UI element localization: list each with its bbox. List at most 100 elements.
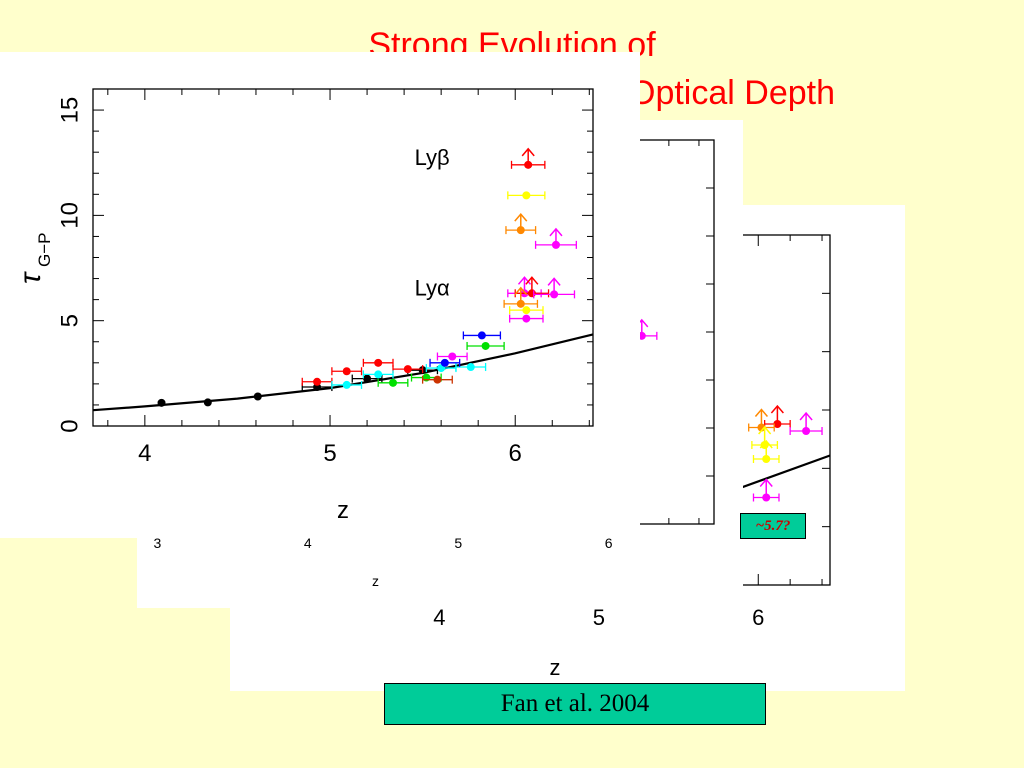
x-tick-label: 5 — [454, 535, 462, 551]
data-point — [157, 398, 166, 407]
x-tick-label: 5 — [323, 440, 336, 467]
data-point — [509, 314, 544, 323]
data-point-marker — [422, 373, 431, 382]
data-point — [421, 375, 453, 384]
lower-limit-arrowhead — [514, 286, 528, 296]
data-point — [763, 404, 791, 428]
lower-limit-arrowhead — [514, 212, 528, 222]
y-axis-label: τ — [14, 271, 47, 284]
data-point — [362, 358, 394, 367]
data-point — [503, 286, 539, 308]
data-point-marker — [342, 380, 351, 389]
data-point — [534, 227, 577, 249]
data-point — [331, 367, 363, 376]
data-point — [351, 374, 383, 383]
data-point — [436, 352, 468, 361]
data-point — [253, 392, 262, 401]
data-point — [392, 365, 424, 374]
data-point — [377, 378, 409, 387]
series-annotation: Lyα — [415, 275, 450, 300]
data-point-marker — [516, 226, 525, 235]
data-point — [203, 398, 212, 407]
lower-limit-arrowhead — [521, 147, 535, 157]
data-point-marker — [527, 289, 536, 298]
data-point — [752, 439, 780, 463]
data-point-marker — [448, 352, 457, 361]
data-point-marker — [762, 455, 771, 463]
series-annotation: Lyβ — [415, 145, 450, 170]
x-axis-label: z — [550, 655, 561, 680]
x-tick-label: 5 — [593, 605, 605, 630]
data-point-marker — [203, 398, 212, 407]
data-point — [429, 358, 461, 367]
data-point-marker — [389, 378, 397, 387]
data-point-marker — [522, 314, 531, 323]
data-point-marker — [524, 160, 533, 169]
model-curve — [92, 333, 594, 412]
data-point-marker — [313, 377, 322, 386]
y-tick-label: 0 — [56, 419, 83, 432]
data-point — [533, 277, 576, 299]
citation-badge: Fan et al. 2004 — [384, 683, 766, 725]
data-point-marker — [374, 370, 383, 379]
x-axis-label: z — [372, 573, 379, 589]
y-axis-label-subscript: G−P — [35, 233, 54, 268]
data-point-marker — [433, 375, 442, 384]
lower-limit-arrowhead — [549, 227, 563, 237]
data-point-marker — [440, 358, 449, 367]
data-point-marker — [522, 191, 531, 200]
data-point — [455, 363, 487, 372]
data-point-marker — [551, 240, 560, 249]
data-point — [462, 331, 502, 340]
chart-front: 4 5 6 0 5 10 15 z τ G−P Lyβ Lyα — [14, 88, 594, 524]
y-tick-label: 15 — [56, 97, 83, 124]
redshift-label-badge: ~5.7? — [740, 513, 806, 539]
lower-limit-arrowhead — [759, 478, 773, 487]
data-point-marker — [363, 374, 372, 383]
x-axis-label: z — [337, 497, 349, 524]
lower-limit-arrowhead — [547, 277, 561, 286]
data-point — [362, 370, 394, 379]
data-point — [509, 306, 544, 315]
data-point-marker — [403, 365, 412, 374]
data-point-marker — [481, 341, 490, 350]
data-point-marker — [550, 290, 559, 299]
data-point-marker — [762, 493, 771, 502]
data-point-marker — [374, 358, 383, 367]
x-tick-label: 4 — [138, 440, 151, 467]
data-point — [505, 212, 537, 235]
data-point — [748, 408, 775, 432]
data-point — [507, 191, 546, 200]
lower-limit-arrowhead — [525, 276, 539, 285]
chart-panel-front: 4 5 6 0 5 10 15 z τ G−P Lyβ Lyα — [0, 52, 640, 538]
data-point-marker — [773, 420, 782, 428]
y-tick-label: 10 — [56, 202, 83, 229]
y-tick-label: 5 — [56, 314, 83, 327]
x-tick-label: 6 — [752, 605, 764, 630]
lower-limit-arrowhead — [770, 404, 784, 414]
lower-limit-arrowhead — [759, 439, 773, 449]
data-point-marker — [477, 331, 486, 340]
data-point-marker — [157, 398, 166, 407]
lower-limit-arrowhead — [754, 408, 769, 417]
data-point-marker — [522, 306, 531, 315]
data-point-marker — [802, 427, 811, 435]
data-point — [752, 478, 780, 502]
x-tick-label: 6 — [509, 440, 522, 467]
data-point-marker — [253, 392, 262, 401]
data-point — [510, 147, 546, 169]
data-point — [331, 380, 363, 389]
plot-frame — [92, 88, 594, 427]
x-tick-label: 3 — [153, 535, 161, 551]
x-tick-label: 6 — [605, 535, 613, 551]
data-point — [789, 411, 823, 435]
x-tick-label: 4 — [304, 535, 312, 551]
data-point-marker — [516, 299, 525, 308]
data-point-marker — [466, 363, 475, 372]
lower-limit-arrowhead — [799, 411, 813, 421]
data-point — [466, 341, 505, 350]
lower-limit-arrowhead — [758, 425, 772, 435]
x-tick-label: 4 — [433, 605, 445, 630]
data-point-marker — [342, 367, 351, 376]
data-point — [301, 377, 333, 386]
